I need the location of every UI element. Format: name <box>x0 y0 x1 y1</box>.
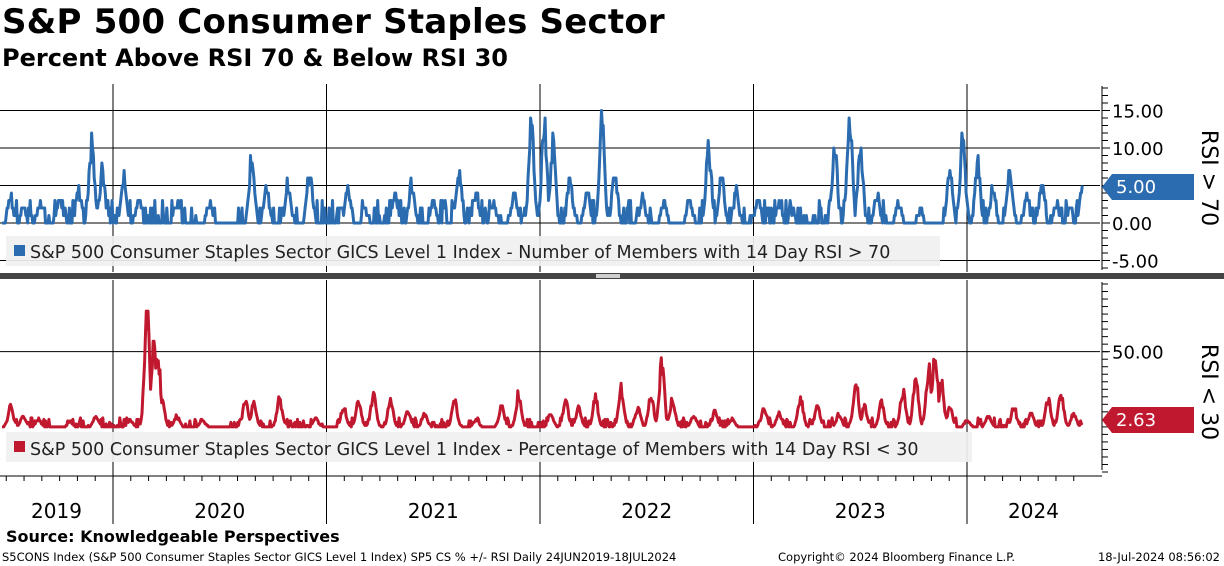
top-axis-title: RSI > 70 <box>1196 130 1221 226</box>
bottom-y-axis-ticks: 50.00 <box>1102 283 1164 473</box>
bottom-axis-title: RSI < 30 <box>1196 344 1221 440</box>
chart-subtitle: Percent Above RSI 70 & Below RSI 30 <box>2 44 508 72</box>
y-tick-label: 0.00 <box>1112 214 1152 235</box>
bottom-panel: 50.00 S&P 500 Consumer Staples Sector GI… <box>0 280 1221 476</box>
footer-timestamp: 18-Jul-2024 08:56:02 <box>1097 550 1220 564</box>
x-axis-year-labels: 2019 2020 2021 2022 2023 2024 <box>31 499 1059 523</box>
footer-copyright: Copyright© 2024 Bloomberg Finance L.P. <box>778 550 1015 564</box>
top-legend-box <box>6 236 940 266</box>
x-year-label-2021: 2021 <box>408 499 459 523</box>
x-year-label-2023: 2023 <box>835 499 886 523</box>
top-last-value-tag <box>1102 174 1194 200</box>
source-note: Source: Knowledgeable Perspectives <box>6 527 340 546</box>
x-year-label-2020: 2020 <box>194 499 245 523</box>
bottom-last-value-label: 2.63 <box>1116 410 1156 431</box>
top-legend-text: S&P 500 Consumer Staples Sector GICS Lev… <box>30 243 890 263</box>
x-year-label-2024: 2024 <box>1008 499 1059 523</box>
top-panel: 15.00 10.00 5.00 0.00 -5.00 S&P 500 Consumer… <box>0 81 1221 273</box>
chart-title: S&P 500 Consumer Staples Sector <box>2 2 665 42</box>
panel-divider-handle[interactable] <box>596 274 620 278</box>
top-last-value-label: 5.00 <box>1116 177 1156 198</box>
bottom-legend-box <box>6 432 972 462</box>
x-year-label-2022: 2022 <box>621 499 672 523</box>
x-axis-year-dividers <box>5 476 1075 524</box>
y-tick-label: 50.00 <box>1112 343 1164 364</box>
x-axis: 2019 2020 2021 2022 2023 2024 <box>0 475 1102 524</box>
x-year-label-2019: 2019 <box>31 499 82 523</box>
y-tick-label: -5.00 <box>1112 252 1159 273</box>
y-tick-label: 15.00 <box>1112 102 1164 123</box>
top-legend-swatch <box>14 245 25 256</box>
footer-index-info: S5CONS Index (S&P 500 Consumer Staples S… <box>2 550 677 564</box>
y-tick-label: 10.00 <box>1112 139 1164 160</box>
top-series-line <box>1 109 1084 225</box>
bottom-legend-text: S&P 500 Consumer Staples Sector GICS Lev… <box>30 440 918 460</box>
bottom-last-value-tag <box>1102 407 1194 433</box>
bottom-series-line <box>1 309 1084 429</box>
bottom-legend-swatch <box>14 441 25 452</box>
